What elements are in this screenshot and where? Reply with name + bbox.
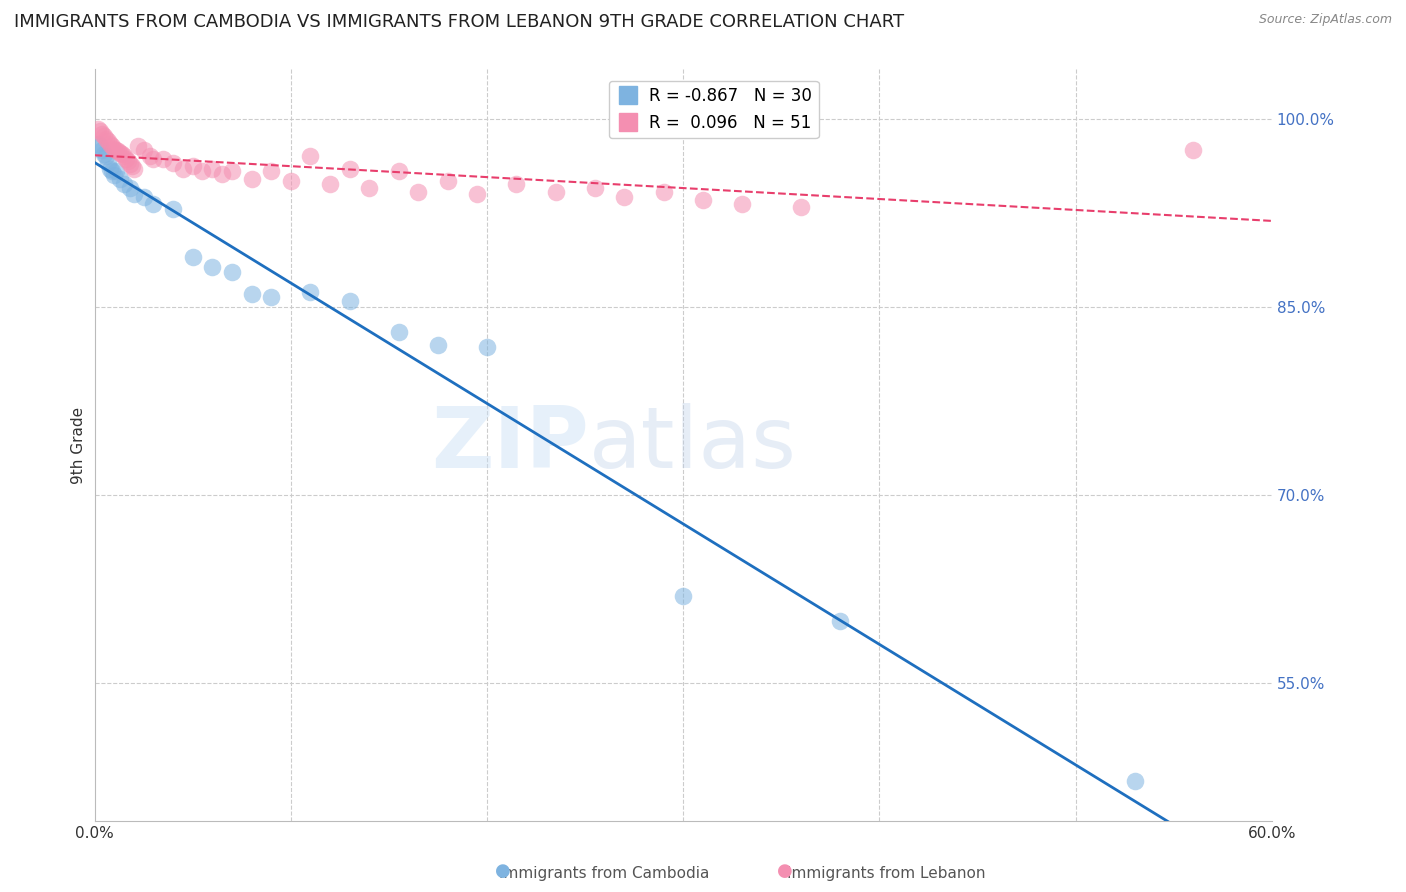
Point bbox=[127, 139, 149, 153]
Point bbox=[544, 185, 567, 199]
Point bbox=[408, 185, 430, 199]
Text: IMMIGRANTS FROM CAMBODIA VS IMMIGRANTS FROM LEBANON 9TH GRADE CORRELATION CHART: IMMIGRANTS FROM CAMBODIA VS IMMIGRANTS F… bbox=[14, 13, 904, 31]
Point bbox=[101, 164, 124, 178]
Point bbox=[89, 124, 111, 138]
Point bbox=[191, 164, 214, 178]
Point bbox=[240, 287, 263, 301]
Point bbox=[162, 202, 184, 216]
Point bbox=[112, 177, 135, 191]
Point bbox=[122, 186, 145, 201]
Point bbox=[89, 139, 111, 153]
Point bbox=[652, 185, 675, 199]
Point bbox=[475, 340, 498, 354]
Point bbox=[240, 172, 263, 186]
Point bbox=[260, 290, 283, 304]
Point bbox=[426, 337, 449, 351]
Point bbox=[299, 149, 322, 163]
Point bbox=[97, 155, 120, 169]
Point bbox=[96, 132, 118, 146]
Point bbox=[111, 146, 134, 161]
Point bbox=[181, 250, 204, 264]
Point bbox=[583, 180, 606, 194]
Point bbox=[436, 174, 458, 188]
Point bbox=[790, 200, 813, 214]
Point bbox=[319, 177, 342, 191]
Point bbox=[103, 142, 125, 156]
Point bbox=[93, 146, 115, 161]
Point bbox=[672, 589, 695, 603]
Point bbox=[118, 180, 141, 194]
Point bbox=[132, 189, 155, 203]
Point bbox=[260, 164, 283, 178]
Point bbox=[93, 129, 115, 144]
Point bbox=[97, 134, 120, 148]
Point bbox=[731, 197, 754, 211]
Y-axis label: 9th Grade: 9th Grade bbox=[72, 407, 86, 483]
Point bbox=[108, 145, 131, 160]
Point bbox=[201, 161, 224, 176]
Point bbox=[87, 121, 110, 136]
Point bbox=[339, 293, 361, 308]
Point bbox=[138, 149, 160, 163]
Point bbox=[107, 145, 129, 159]
Point bbox=[201, 260, 224, 274]
Point bbox=[221, 265, 243, 279]
Point bbox=[98, 161, 121, 176]
Text: ●: ● bbox=[495, 862, 512, 880]
Point bbox=[122, 161, 145, 176]
Point bbox=[181, 160, 204, 174]
Point bbox=[613, 189, 636, 203]
Point bbox=[388, 325, 411, 339]
Point bbox=[115, 152, 138, 166]
Text: Immigrants from Lebanon: Immigrants from Lebanon bbox=[786, 866, 986, 880]
Point bbox=[465, 186, 488, 201]
Point bbox=[142, 197, 165, 211]
Point bbox=[105, 164, 128, 178]
Text: Immigrants from Cambodia: Immigrants from Cambodia bbox=[499, 866, 710, 880]
Text: ZIP: ZIP bbox=[432, 403, 589, 486]
Point bbox=[132, 143, 155, 157]
Point bbox=[359, 180, 381, 194]
Point bbox=[221, 164, 243, 178]
Point bbox=[117, 154, 139, 169]
Point bbox=[118, 157, 141, 171]
Point bbox=[692, 194, 714, 208]
Point bbox=[505, 177, 527, 191]
Point bbox=[96, 149, 118, 163]
Text: ●: ● bbox=[776, 862, 793, 880]
Point bbox=[105, 143, 128, 157]
Point bbox=[91, 143, 114, 157]
Point bbox=[830, 614, 852, 628]
Text: atlas: atlas bbox=[589, 403, 797, 486]
Point bbox=[87, 136, 110, 151]
Point bbox=[162, 155, 184, 169]
Point bbox=[112, 149, 135, 163]
Point bbox=[103, 168, 125, 182]
Point bbox=[211, 167, 233, 181]
Point bbox=[388, 164, 411, 178]
Legend: R = -0.867   N = 30, R =  0.096   N = 51: R = -0.867 N = 30, R = 0.096 N = 51 bbox=[609, 80, 818, 138]
Text: Source: ZipAtlas.com: Source: ZipAtlas.com bbox=[1258, 13, 1392, 27]
Point bbox=[172, 161, 194, 176]
Point bbox=[121, 160, 143, 174]
Point bbox=[280, 174, 302, 188]
Point bbox=[1123, 774, 1146, 789]
Point bbox=[339, 161, 361, 176]
Point bbox=[299, 285, 322, 299]
Point bbox=[98, 136, 121, 151]
Point bbox=[101, 139, 124, 153]
Point bbox=[1182, 143, 1205, 157]
Point bbox=[108, 172, 131, 186]
Point bbox=[91, 127, 114, 141]
Point bbox=[152, 152, 174, 166]
Point bbox=[142, 152, 165, 166]
